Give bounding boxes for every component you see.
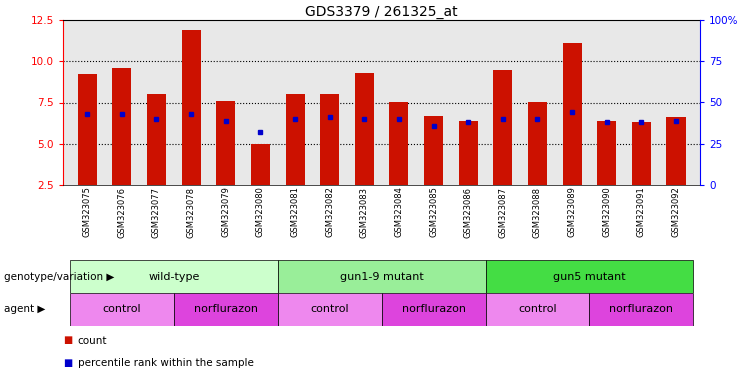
Bar (251, 144, 270, 185)
Text: GSM323086: GSM323086 (464, 187, 473, 237)
Text: agent ▶: agent ▶ (4, 305, 45, 314)
Bar (562, 43, 582, 185)
Text: GSM323087: GSM323087 (499, 187, 508, 237)
Bar (485, 293, 589, 326)
Text: norflurazon: norflurazon (402, 305, 465, 314)
Text: GSM323090: GSM323090 (602, 187, 611, 237)
Text: GSM323075: GSM323075 (83, 187, 92, 237)
Bar (494, 70, 512, 185)
Text: wild-type: wild-type (148, 271, 199, 281)
Bar (666, 118, 685, 185)
Text: GSM323083: GSM323083 (360, 187, 369, 237)
Bar (382, 293, 485, 326)
Text: control: control (310, 305, 349, 314)
Text: norflurazon: norflurazon (609, 305, 674, 314)
Text: GSM323084: GSM323084 (394, 187, 403, 237)
Bar (528, 103, 547, 185)
Bar (597, 121, 617, 185)
Text: GSM323080: GSM323080 (256, 187, 265, 237)
Title: GDS3379 / 261325_at: GDS3379 / 261325_at (305, 5, 458, 19)
Text: ■: ■ (63, 358, 72, 367)
Bar (424, 116, 443, 185)
Text: genotype/variation ▶: genotype/variation ▶ (4, 271, 114, 281)
Bar (147, 94, 166, 185)
Text: percentile rank within the sample: percentile rank within the sample (78, 358, 253, 367)
Text: gun5 mutant: gun5 mutant (553, 271, 625, 281)
Bar (355, 73, 373, 185)
Text: GSM323078: GSM323078 (187, 187, 196, 237)
Bar (182, 30, 201, 185)
Bar (78, 74, 97, 185)
Text: gun1-9 mutant: gun1-9 mutant (339, 271, 424, 281)
Bar (216, 101, 236, 185)
Text: GSM323077: GSM323077 (152, 187, 161, 237)
Bar (278, 260, 485, 293)
Bar (632, 122, 651, 185)
Text: ■: ■ (63, 336, 72, 346)
Text: control: control (102, 305, 142, 314)
Bar (459, 121, 478, 185)
Text: GSM323085: GSM323085 (429, 187, 438, 237)
Text: count: count (78, 336, 107, 346)
Text: GSM323092: GSM323092 (671, 187, 680, 237)
Bar (589, 293, 694, 326)
Bar (113, 68, 131, 185)
Text: GSM323091: GSM323091 (637, 187, 646, 237)
Bar (70, 260, 278, 293)
Bar (485, 260, 694, 293)
Bar (285, 94, 305, 185)
Text: GSM323079: GSM323079 (222, 187, 230, 237)
Bar (278, 293, 382, 326)
Text: norflurazon: norflurazon (193, 305, 258, 314)
Bar (70, 293, 174, 326)
Text: control: control (518, 305, 556, 314)
Bar (390, 103, 408, 185)
Text: GSM323082: GSM323082 (325, 187, 334, 237)
Bar (174, 293, 278, 326)
Text: GSM323088: GSM323088 (533, 187, 542, 237)
Bar (320, 94, 339, 185)
Text: GSM323076: GSM323076 (117, 187, 127, 237)
Text: GSM323089: GSM323089 (568, 187, 576, 237)
Text: GSM323081: GSM323081 (290, 187, 299, 237)
